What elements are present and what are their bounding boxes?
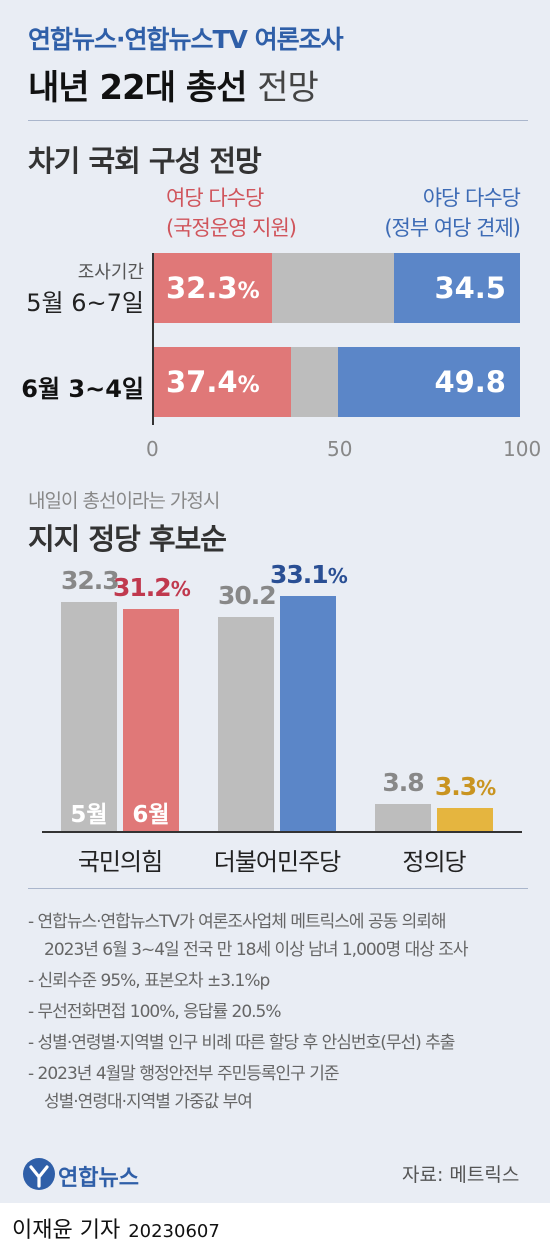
divider <box>28 888 528 889</box>
legend-ruling-line2: (국정운영 지원) <box>166 216 297 240</box>
section2-pretitle: 내일이 총선이라는 가정시 <box>28 490 220 512</box>
value-label-june: 31.2% <box>113 573 191 603</box>
legend-ruling: 여당 다수당 (국정운영 지원) <box>166 183 297 243</box>
bar-may <box>375 804 431 831</box>
legend-opposition-line1: 야당 다수당 <box>422 186 521 210</box>
note-item: - 연합뉴스·연합뉴스TV가 여론조사업체 메트릭스에 공동 의뢰해 2023년… <box>28 912 469 960</box>
party-label: 더불어민주당 <box>213 848 341 876</box>
bar-opposition <box>393 253 520 323</box>
bar-may <box>218 616 274 831</box>
bar-june <box>437 807 493 831</box>
value-label-opposition: 34.5 <box>434 271 506 305</box>
period-june: 6월 3~4일 <box>21 375 144 403</box>
header-subtitle: 연합뉴스·연합뉴스TV 여론조사 <box>28 25 344 54</box>
note-item: - 2023년 4월말 행정안전부 주민등록인구 기준 성별·연령대·지역별 가… <box>28 1064 339 1112</box>
legend-opposition-line2: (정부 여당 견제) <box>384 216 521 240</box>
publish-date: 20230607 <box>128 1221 220 1242</box>
survey-notes: - 연합뉴스·연합뉴스TV가 여론조사업체 메트릭스에 공동 의뢰해 2023년… <box>28 908 469 1119</box>
source-label: 자료: 메트릭스 <box>402 1164 520 1186</box>
survey-period-label: 조사기간 <box>77 262 144 283</box>
bar-ruling <box>154 253 273 323</box>
legend-opposition: 야당 다수당 (정부 여당 견제) <box>384 183 521 243</box>
reporter-name: 이재윤 기자 <box>12 1218 121 1243</box>
month-label-may: 5월 <box>70 802 108 828</box>
divider <box>28 120 528 121</box>
bar-opposition <box>337 347 520 417</box>
x-axis-line <box>42 831 522 833</box>
tick-0: 0 <box>146 437 159 461</box>
section1-title: 차기 국회 구성 전망 <box>28 144 262 178</box>
note-item: - 성별·연령별·지역별 인구 비례 따른 할당 후 안심번호(무선) 추출 <box>28 1033 455 1053</box>
header-title: 내년 22대 총선 전망 <box>28 60 319 109</box>
yonhap-logo-icon <box>22 1155 56 1197</box>
note-item: - 무선전화면접 100%, 응답률 20.5% <box>28 1002 282 1022</box>
y-axis-line <box>152 253 154 425</box>
value-label-may: 3.8 <box>382 768 424 798</box>
tick-50: 50 <box>327 437 353 461</box>
title-light: 전망 <box>257 68 319 108</box>
value-label-june: 3.3% <box>434 771 496 801</box>
value-label-ruling: 37.4% <box>166 365 260 399</box>
period-may: 5월 6~7일 <box>26 289 144 317</box>
bar-neutral <box>290 347 338 417</box>
legend-ruling-line1: 여당 다수당 <box>166 186 264 210</box>
reporter-credit: 이재윤 기자 20230607 <box>12 1212 220 1244</box>
logo-text: 연합뉴스 <box>58 1166 139 1191</box>
value-label-june: 33.1% <box>270 559 348 589</box>
value-label-ruling: 32.3% <box>166 271 260 305</box>
note-item: - 신뢰수준 95%, 표본오차 ±3.1%p <box>28 971 270 991</box>
bar-june <box>280 595 336 831</box>
bar-june <box>123 609 179 831</box>
value-label-opposition: 49.8 <box>434 365 506 399</box>
value-label-may: 32.3 <box>61 565 120 595</box>
party-label: 정의당 <box>402 848 466 876</box>
bar-may <box>61 601 117 831</box>
infographic-card: 연합뉴스·연합뉴스TV 여론조사 내년 22대 총선 전망 차기 국회 구성 전… <box>0 0 550 1203</box>
party-label: 국민의힘 <box>77 848 163 876</box>
month-label-june: 6월 <box>132 802 170 828</box>
value-label-may: 30.2 <box>218 580 277 610</box>
section2-title: 지지 정당 후보순 <box>28 522 227 556</box>
tick-100: 100 <box>503 437 542 461</box>
bar-ruling <box>154 347 291 417</box>
title-bold: 내년 22대 총선 <box>28 68 247 108</box>
bar-neutral <box>272 253 394 323</box>
